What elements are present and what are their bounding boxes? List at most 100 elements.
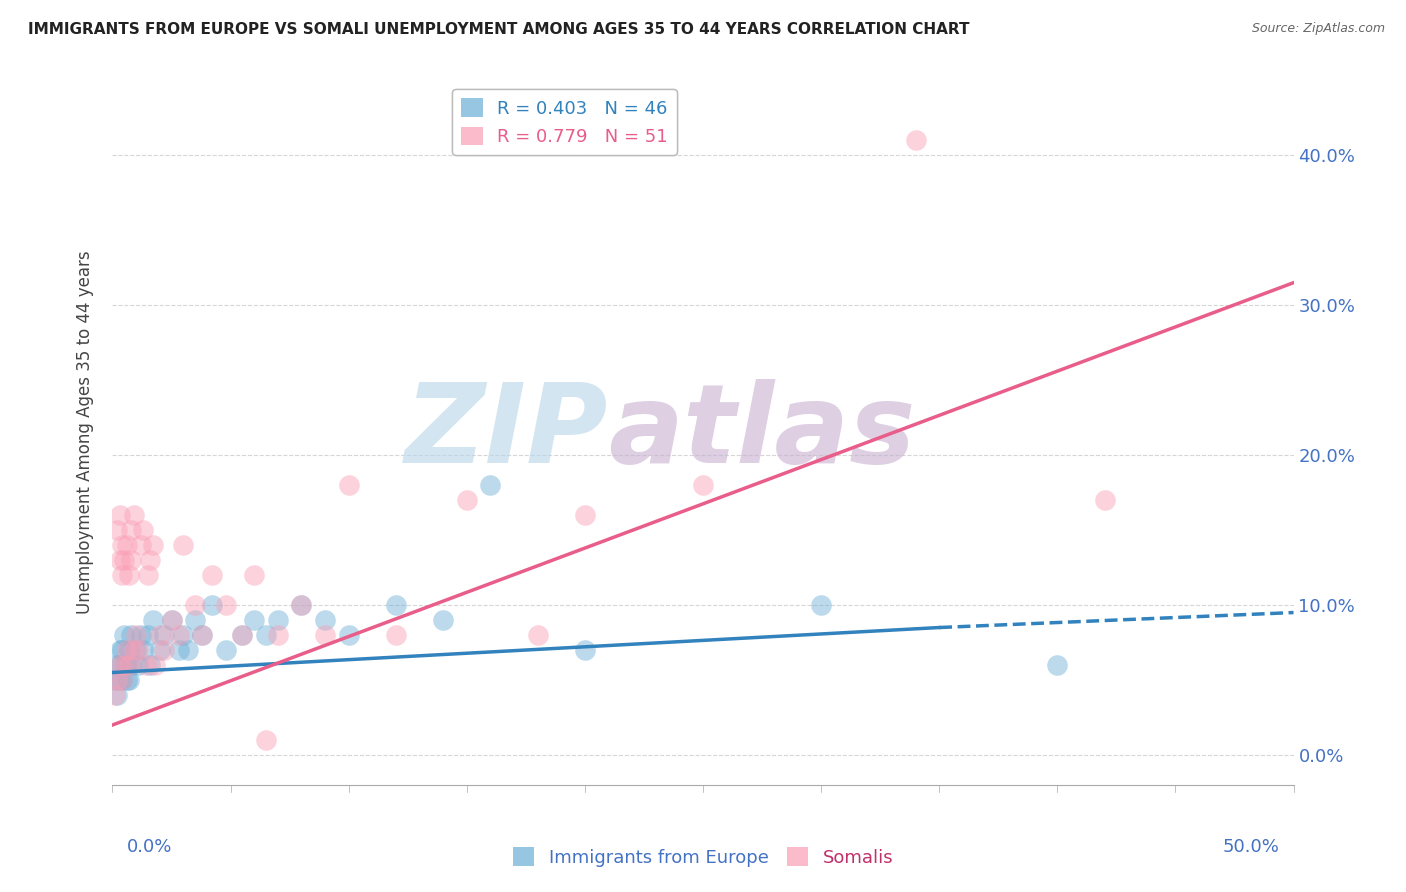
Point [129,538,152,552]
Point [153,643,176,657]
Text: 0.0%: 0.0% [127,838,172,856]
Point [201,568,224,582]
Point [167,643,190,657]
Point [231,628,253,642]
Point [120,553,142,567]
Point [118,673,141,687]
Point [385,628,408,642]
Point [108,553,131,567]
Point [191,628,214,642]
Point [115,673,138,687]
Point [172,628,194,642]
Y-axis label: Unemployment Among Ages 35 to 44 years: Unemployment Among Ages 35 to 44 years [76,251,94,615]
Point [108,658,131,673]
Point [149,628,172,642]
Point [177,643,200,657]
Text: IMMIGRANTS FROM EUROPE VS SOMALI UNEMPLOYMENT AMONG AGES 35 TO 44 YEARS CORRELAT: IMMIGRANTS FROM EUROPE VS SOMALI UNEMPLO… [28,22,970,37]
Point [105,673,128,687]
Point [108,673,131,687]
Point [139,553,162,567]
Point [112,658,135,673]
Point [125,643,148,657]
Point [136,568,159,582]
Text: atlas: atlas [609,379,915,486]
Point [139,658,162,673]
Point [111,643,134,657]
Point [136,628,159,642]
Point [122,508,145,522]
Point [125,628,148,642]
Point [112,628,135,642]
Point [574,508,596,522]
Point [231,628,253,642]
Point [111,673,134,687]
Point [337,628,360,642]
Point [108,658,131,673]
Point [112,658,135,673]
Point [104,688,127,702]
Point [201,598,224,612]
Point [120,523,142,537]
Point [479,478,502,492]
Point [135,658,157,673]
Point [122,643,145,657]
Point [111,673,134,687]
Point [172,538,194,552]
Point [105,688,128,702]
Point [191,628,214,642]
Point [243,613,266,627]
Point [432,613,454,627]
Legend: R = 0.403   N = 46, R = 0.779   N = 51: R = 0.403 N = 46, R = 0.779 N = 51 [453,89,678,155]
Point [904,133,927,147]
Point [160,613,183,627]
Point [456,493,478,508]
Text: Source: ZipAtlas.com: Source: ZipAtlas.com [1251,22,1385,36]
Point [267,613,290,627]
Text: 50.0%: 50.0% [1223,838,1279,856]
Legend: Immigrants from Europe, Somalis: Immigrants from Europe, Somalis [505,840,901,874]
Point [115,643,138,657]
Point [254,733,277,747]
Point [1046,658,1069,673]
Point [104,673,127,687]
Point [314,628,336,642]
Point [215,598,238,612]
Point [120,628,142,642]
Point [243,568,266,582]
Point [118,658,141,673]
Point [127,658,149,673]
Point [118,568,141,582]
Point [143,658,166,673]
Point [290,598,312,612]
Point [142,613,165,627]
Point [132,643,155,657]
Point [1094,493,1116,508]
Point [142,538,165,552]
Point [184,613,207,627]
Point [129,628,152,642]
Text: ZIP: ZIP [405,379,609,486]
Point [167,628,190,642]
Point [810,598,832,612]
Point [149,643,172,657]
Point [215,643,238,657]
Point [105,523,128,537]
Point [267,628,290,642]
Point [254,628,277,642]
Point [108,508,131,522]
Point [112,553,135,567]
Point [127,643,149,657]
Point [314,613,336,627]
Point [118,643,141,657]
Point [120,658,142,673]
Point [184,598,207,612]
Point [692,478,714,492]
Point [132,523,155,537]
Point [160,613,183,627]
Point [337,478,360,492]
Point [115,658,138,673]
Point [385,598,408,612]
Point [111,568,134,582]
Point [115,538,138,552]
Point [153,628,176,642]
